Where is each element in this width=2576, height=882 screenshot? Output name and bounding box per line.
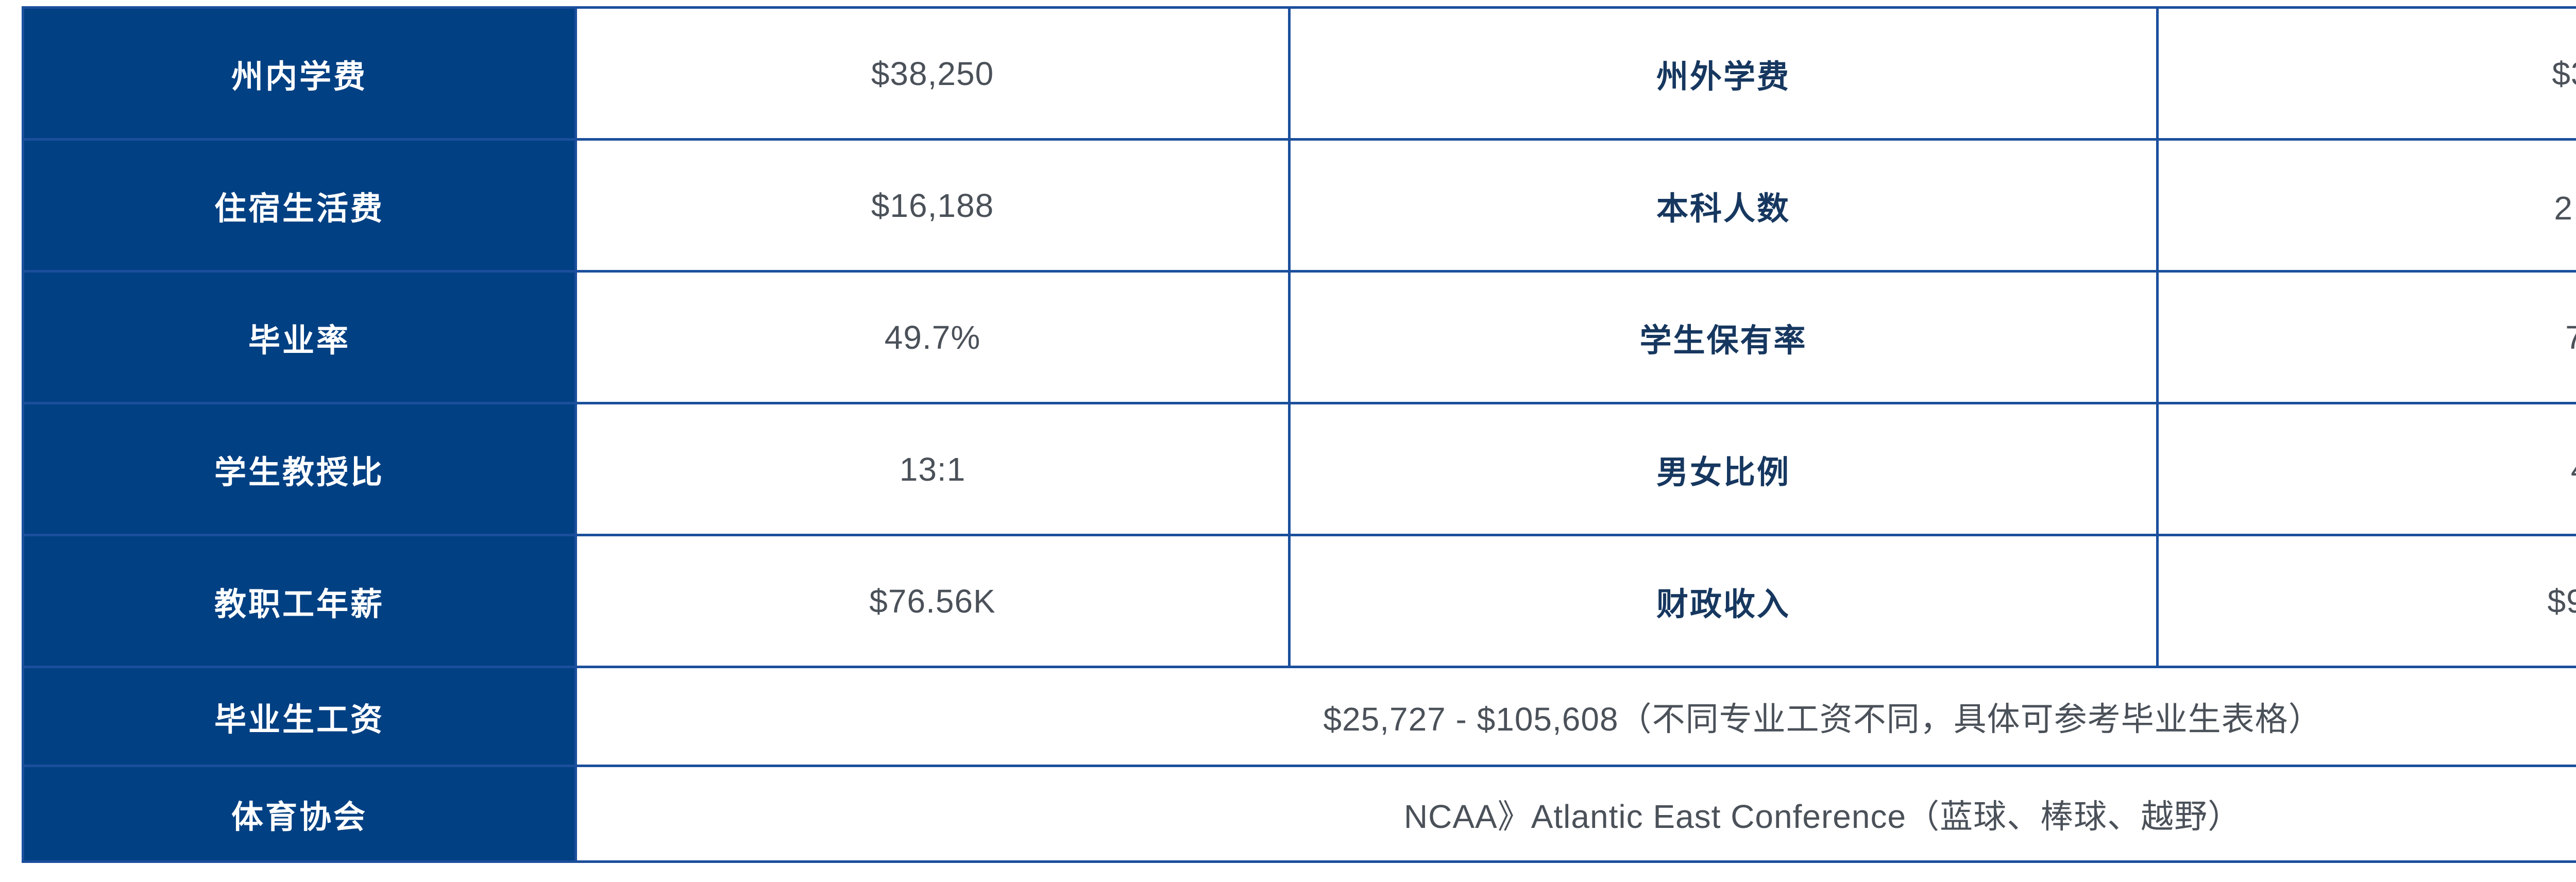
row-value-financial-revenue: $97.53M [2156,534,2576,668]
row-value-faculty-salary: $76.56K [574,534,1291,668]
row-label-retention-rate: 学生保有率 [1288,270,2159,404]
university-stats-table: 州内学费 $38,250 州外学费 $38,250 住宿生活费 $16,188 … [22,6,2576,863]
row-value-undergrad-count: 2,216人 [2156,138,2576,273]
table-row: 体育协会 NCAA》Atlantic East Conference（蓝球、棒球… [22,765,2576,863]
row-label-athletic-conference: 体育协会 [22,765,577,863]
table-row: 住宿生活费 $16,188 本科人数 2,216人 [22,138,2576,273]
table-row: 教职工年薪 $76.56K 财政收入 $97.53M [22,534,2576,668]
row-label-in-state-tuition: 州内学费 [22,6,577,141]
row-label-student-faculty-ratio: 学生教授比 [22,402,577,536]
row-value-room-and-board: $16,188 [574,138,1291,273]
row-value-graduate-salary: $25,727 - $105,608（不同专业工资不同，具体可参考毕业生表格） [574,666,2576,767]
row-label-room-and-board: 住宿生活费 [22,138,577,273]
row-value-in-state-tuition: $38,250 [574,6,1291,141]
row-label-faculty-salary: 教职工年薪 [22,534,577,668]
row-value-retention-rate: 76.0% [2156,270,2576,404]
table-row: 毕业率 49.7% 学生保有率 76.0% [22,270,2576,404]
row-value-out-of-state-tuition: $38,250 [2156,6,2576,141]
row-value-athletic-conference: NCAA》Atlantic East Conference（蓝球、棒球、越野） [574,765,2576,863]
table-row: 州内学费 $38,250 州外学费 $38,250 [22,6,2576,141]
row-label-graduate-salary: 毕业生工资 [22,666,577,767]
row-label-undergrad-count: 本科人数 [1288,138,2159,273]
row-value-graduation-rate: 49.7% [574,270,1291,404]
table-body: 州内学费 $38,250 州外学费 $38,250 住宿生活费 $16,188 … [22,6,2576,863]
row-value-gender-ratio: 45:55 [2156,402,2576,536]
row-label-gender-ratio: 男女比例 [1288,402,2159,536]
table-row: 学生教授比 13:1 男女比例 45:55 [22,402,2576,536]
table-row: 毕业生工资 $25,727 - $105,608（不同专业工资不同，具体可参考毕… [22,666,2576,767]
row-label-out-of-state-tuition: 州外学费 [1288,6,2159,141]
row-label-graduation-rate: 毕业率 [22,270,577,404]
row-label-financial-revenue: 财政收入 [1288,534,2159,668]
row-value-student-faculty-ratio: 13:1 [574,402,1291,536]
university-stats-table-container: 州内学费 $38,250 州外学费 $38,250 住宿生活费 $16,188 … [22,6,2576,863]
